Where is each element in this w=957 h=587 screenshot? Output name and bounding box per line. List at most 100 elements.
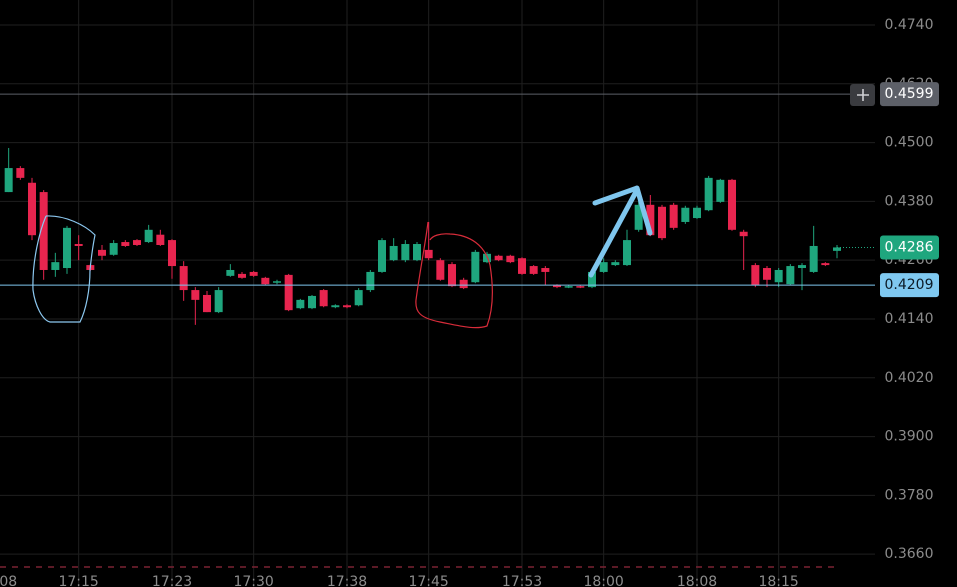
- candle-body: [308, 295, 316, 309]
- x-tick-label: 17:15: [58, 574, 98, 587]
- candles: [4, 147, 841, 325]
- candle-body: [226, 269, 235, 276]
- candle-body: [728, 179, 736, 230]
- candle-body: [459, 279, 468, 289]
- x-tick-label: 18:00: [583, 574, 623, 587]
- price-lines: [0, 93, 875, 286]
- candle-body: [763, 268, 771, 280]
- candle-body: [483, 253, 491, 263]
- x-tick-label: 18:08: [677, 574, 717, 587]
- y-tick-label: 0.4380: [885, 193, 934, 209]
- red-ellipse: [415, 221, 493, 329]
- candle-body: [273, 281, 281, 283]
- candle-body: [191, 290, 200, 300]
- candle-body: [51, 262, 60, 270]
- candle-body: [716, 179, 725, 202]
- candle-body: [133, 240, 141, 245]
- add-icon[interactable]: [857, 89, 869, 101]
- candle-body: [378, 240, 386, 272]
- candle-body: [506, 255, 515, 263]
- candle-body: [471, 251, 480, 283]
- candle-body: [494, 255, 503, 261]
- candle-body: [109, 243, 118, 255]
- candle-body: [599, 262, 608, 272]
- candle-body: [331, 305, 340, 308]
- candle-body: [319, 290, 328, 307]
- price-label: 0.4209: [885, 277, 934, 293]
- add-button[interactable]: [850, 84, 875, 106]
- candle-body: [669, 204, 678, 228]
- candle-body: [646, 204, 655, 236]
- candle-body: [518, 258, 526, 274]
- candle-body: [693, 207, 701, 219]
- candle-body: [576, 286, 585, 288]
- candle-body: [541, 268, 550, 272]
- price-label: 0.4286: [885, 239, 934, 255]
- candle-body: [436, 260, 445, 280]
- blue-arrow: [588, 185, 653, 278]
- candle-body: [774, 269, 783, 283]
- candle-body: [144, 229, 153, 243]
- candle-body: [261, 277, 270, 285]
- candle-body: [588, 271, 596, 288]
- candle-body: [798, 265, 806, 269]
- y-tick-label: 0.3660: [885, 546, 934, 562]
- candle-body: [413, 244, 421, 261]
- candle-body: [809, 245, 818, 272]
- candle-body: [28, 182, 36, 236]
- candle-body: [156, 234, 165, 245]
- candle-body: [168, 240, 176, 267]
- price-label-bg: [880, 82, 939, 107]
- candle-body: [704, 177, 713, 211]
- drawings: [32, 185, 653, 329]
- candle-body: [739, 231, 748, 237]
- candle-body: [833, 247, 841, 251]
- price-label-bg: [880, 235, 939, 260]
- candle-body: [284, 274, 293, 311]
- candle-body: [16, 168, 25, 178]
- candle-body: [681, 207, 690, 222]
- candle-body: [214, 290, 223, 313]
- candle-body: [343, 305, 351, 308]
- y-tick-label: 0.4740: [885, 17, 934, 33]
- x-tick-label: 17:30: [233, 574, 273, 587]
- candle-body: [121, 242, 130, 246]
- price-axis: 0.36600.37800.39000.40200.41400.42600.43…: [880, 17, 939, 562]
- candle-body: [786, 266, 795, 285]
- candle-body: [63, 227, 71, 269]
- candle-body: [98, 249, 106, 256]
- x-tick-label: 17:08: [0, 574, 17, 587]
- candle-body: [564, 286, 573, 288]
- candle-body: [424, 249, 433, 259]
- candle-body: [238, 273, 246, 278]
- candle-body: [448, 264, 456, 287]
- price-label-bg: [880, 273, 939, 298]
- x-tick-label: 17:53: [502, 574, 542, 587]
- candle-body: [389, 245, 398, 261]
- candle-body: [658, 206, 666, 239]
- x-tick-label: 17:23: [152, 574, 192, 587]
- candle-body: [401, 244, 410, 261]
- candle-body: [634, 204, 643, 230]
- candle-body: [179, 266, 188, 291]
- y-tick-label: 0.4500: [885, 135, 934, 151]
- candle-body: [354, 290, 363, 306]
- candle-body: [751, 265, 760, 286]
- candle-body: [39, 192, 48, 270]
- x-tick-label: 18:15: [758, 574, 798, 587]
- x-tick-label: 17:45: [408, 574, 448, 587]
- y-tick-label: 0.4020: [885, 370, 934, 386]
- candle-body: [203, 294, 211, 313]
- candle-body: [296, 299, 305, 309]
- candle-body: [249, 271, 258, 276]
- candle-body: [529, 266, 538, 274]
- candle-body: [74, 244, 83, 246]
- candle-body: [821, 263, 830, 266]
- price-label: 0.4599: [885, 86, 934, 102]
- candle-body: [611, 262, 620, 266]
- candle-body: [623, 240, 631, 266]
- candle-body: [553, 285, 561, 288]
